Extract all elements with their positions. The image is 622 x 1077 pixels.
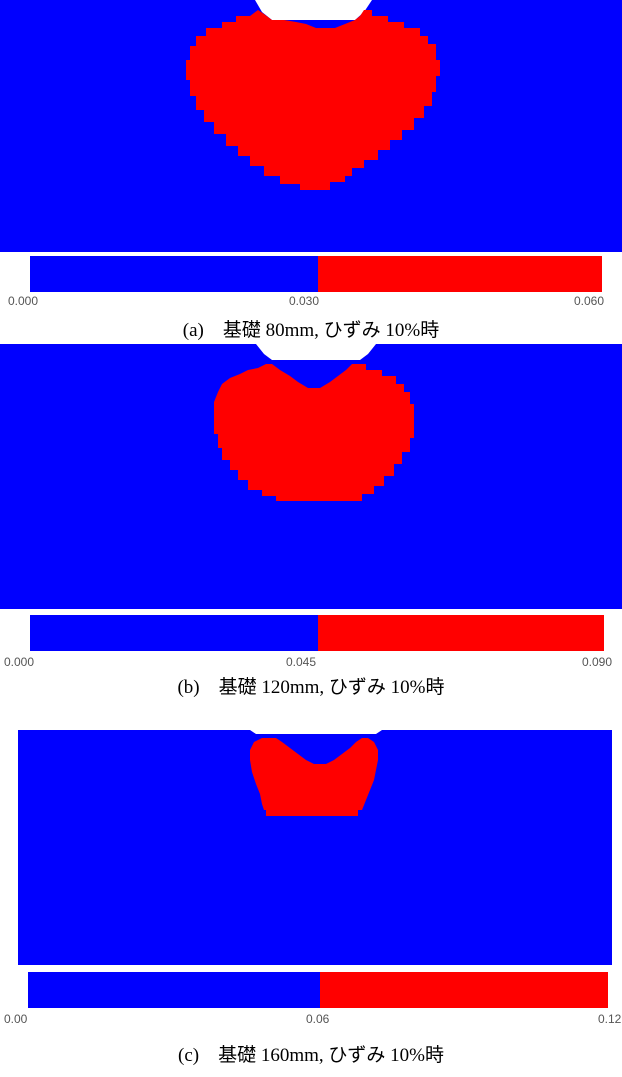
color-scale-low-b xyxy=(30,615,318,651)
color-scale-high-a xyxy=(318,256,602,292)
caption-a: (a) 基礎 80mm, ひずみ 10%時 xyxy=(182,320,440,341)
caption-b: (b) 基礎 120mm, ひずみ 10%時 xyxy=(177,677,445,698)
scale-tick-max-a: 0.060 xyxy=(574,294,605,308)
strain-contour-a xyxy=(0,0,622,252)
panel-c: 0.00 0.06 0.12 (c) 基礎 160mm, ひずみ 10%時 xyxy=(0,700,622,1077)
caption-c: (c) 基礎 160mm, ひずみ 10%時 xyxy=(178,1045,444,1066)
scale-tick-min-a: 0.000 xyxy=(8,294,39,308)
scale-tick-min-c: 0.00 xyxy=(4,1012,28,1026)
scale-tick-mid-c: 0.06 xyxy=(306,1012,330,1026)
scale-tick-min-b: 0.000 xyxy=(4,655,35,669)
scale-tick-mid-a: 0.030 xyxy=(289,294,320,308)
color-scale-high-b xyxy=(318,615,604,651)
color-scale-bar-a xyxy=(30,256,602,292)
strain-contour-b xyxy=(0,344,622,609)
panel-b: 0.000 0.045 0.090 xyxy=(0,344,622,689)
color-scale-low-a xyxy=(30,256,318,292)
color-scale-high-c xyxy=(320,972,608,1008)
color-scale-bar-b xyxy=(30,615,604,651)
color-scale-bar-c xyxy=(28,972,608,1008)
panel-a: 0.000 0.030 0.060 (a) 基礎 80mm, ひずみ 10%時 xyxy=(0,0,622,345)
strain-contour-c xyxy=(0,700,622,965)
scale-tick-max-b: 0.090 xyxy=(582,655,613,669)
color-scale-low-c xyxy=(28,972,320,1008)
scale-tick-mid-b: 0.045 xyxy=(286,655,317,669)
scale-tick-max-c: 0.12 xyxy=(598,1012,622,1026)
